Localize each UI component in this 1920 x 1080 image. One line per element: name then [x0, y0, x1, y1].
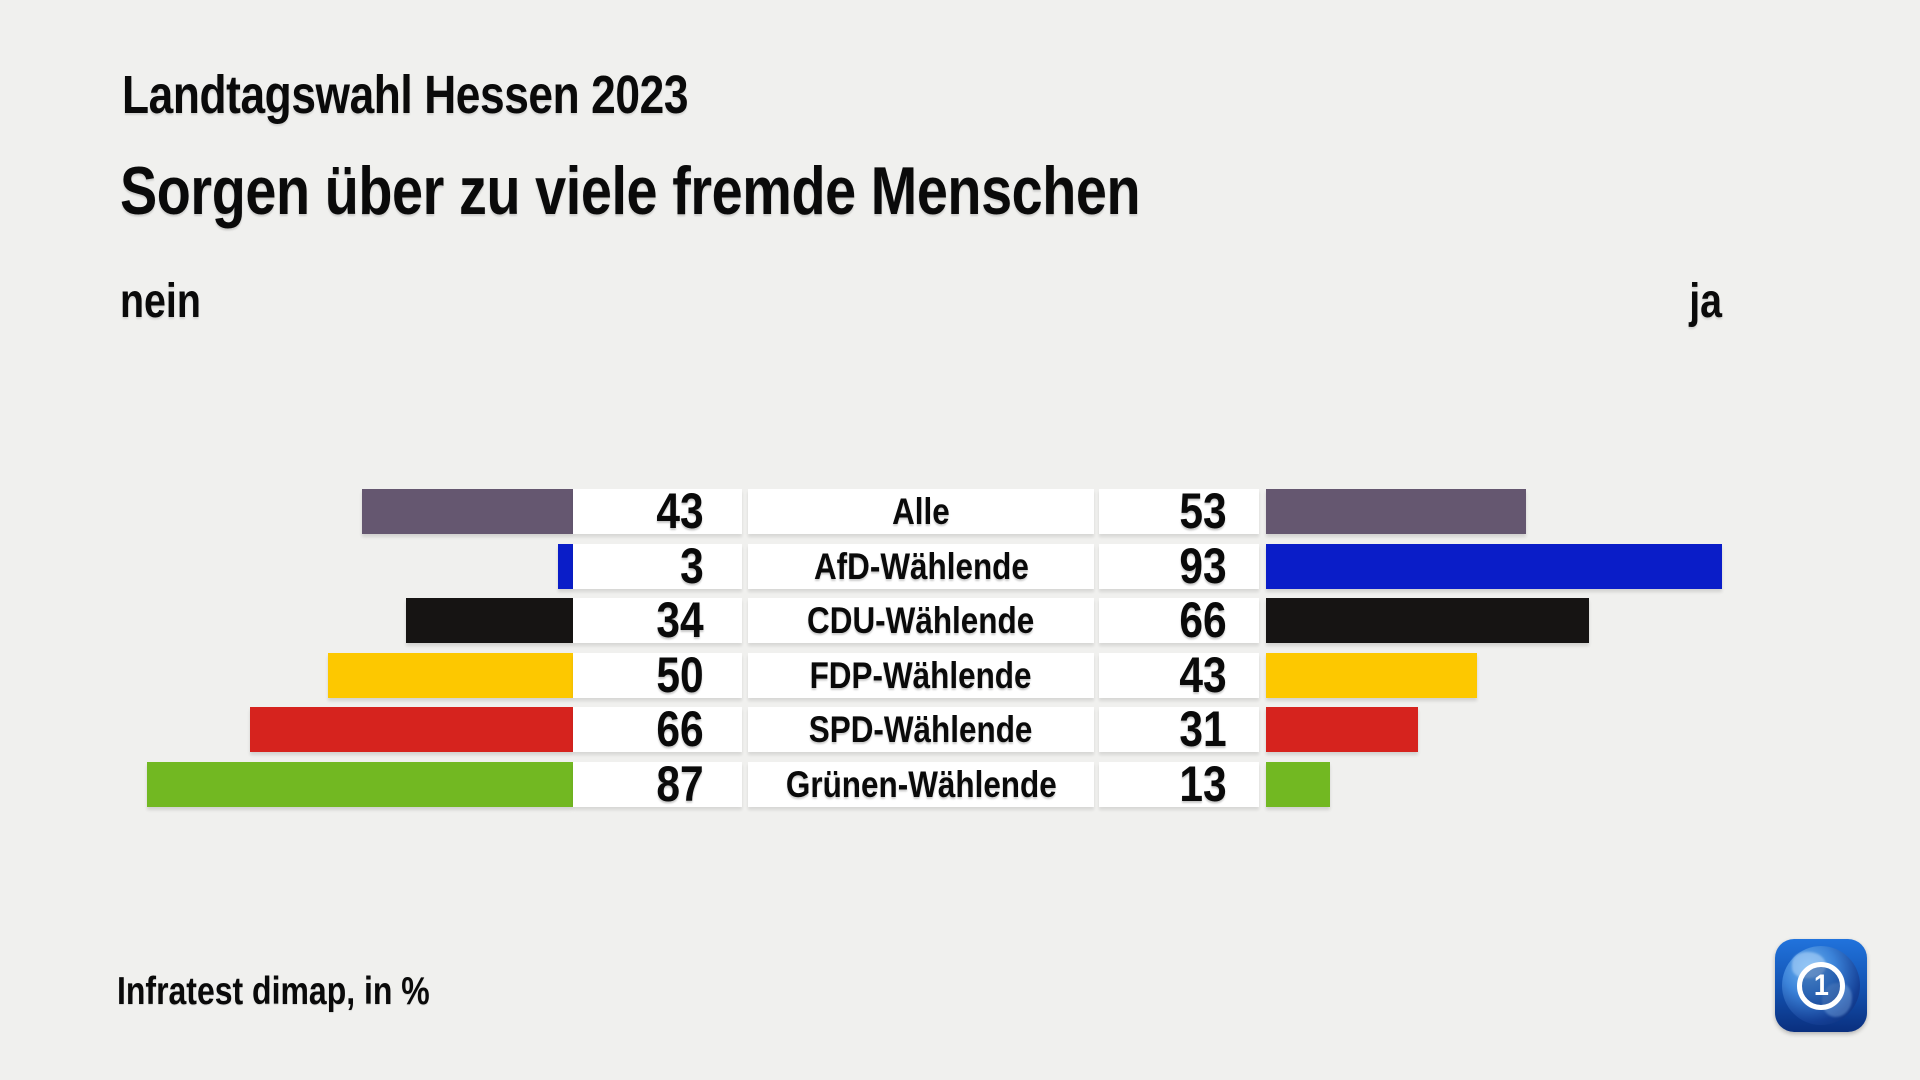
ard-tagesschau-logo: 1: [1775, 939, 1867, 1032]
value-box-ja: 93: [1099, 538, 1259, 594]
bar-ja: [1266, 598, 1589, 643]
category-label: SPD-Wählende: [809, 709, 1033, 750]
category-label: CDU-Wählende: [807, 600, 1035, 641]
value-box-ja: 13: [1099, 756, 1259, 812]
axis-label-ja: ja: [1682, 278, 1722, 326]
chart-row: 66 SPD-Wählende 31: [0, 701, 1920, 757]
value-box-nein: 3: [573, 538, 742, 594]
bar-nein: [250, 707, 573, 752]
value-nein: 87: [656, 756, 704, 812]
chart-row: 34 CDU-Wählende 66: [0, 592, 1920, 648]
value-box-nein: 50: [573, 647, 742, 703]
axis-label-ja-text: ja: [1689, 275, 1722, 328]
value-nein: 50: [656, 647, 704, 703]
value-nein: 3: [680, 538, 704, 594]
category-label-box: CDU-Wählende: [748, 598, 1094, 643]
bar-nein: [328, 653, 573, 698]
chart-row: 43 Alle 53: [0, 483, 1920, 539]
bar-ja: [1266, 653, 1477, 698]
chart-row: 50 FDP-Wählende 43: [0, 647, 1920, 703]
value-ja: 66: [1179, 592, 1227, 648]
value-ja: 13: [1179, 756, 1227, 812]
chart-subtitle: Landtagswahl Hessen 2023: [122, 68, 812, 122]
value-box-nein: 34: [573, 592, 742, 648]
value-ja: 31: [1179, 701, 1227, 757]
value-ja: 53: [1179, 483, 1227, 539]
category-label: Grünen-Wählende: [785, 764, 1057, 805]
category-label-box: FDP-Wählende: [748, 653, 1094, 698]
source-credit: Infratest dimap, in %: [117, 972, 498, 1011]
chart-title-text: Sorgen über zu viele fremde Menschen: [120, 153, 1141, 229]
category-label-box: SPD-Wählende: [748, 707, 1094, 752]
bar-nein: [558, 544, 573, 589]
value-box-ja: 31: [1099, 701, 1259, 757]
chart-row: 3 AfD-Wählende 93: [0, 538, 1920, 594]
value-nein: 66: [656, 701, 704, 757]
source-credit-text: Infratest dimap, in %: [117, 970, 430, 1013]
bar-nein: [406, 598, 573, 643]
axis-label-nein: nein: [120, 278, 219, 326]
axis-label-nein-text: nein: [120, 275, 201, 328]
value-box-ja: 66: [1099, 592, 1259, 648]
bar-ja: [1266, 707, 1418, 752]
value-box-nein: 66: [573, 701, 742, 757]
ard-one-digit: 1: [1813, 969, 1829, 1002]
category-label-box: Grünen-Wählende: [748, 762, 1094, 807]
chart-row: 87 Grünen-Wählende 13: [0, 756, 1920, 812]
value-box-ja: 53: [1099, 483, 1259, 539]
bar-ja: [1266, 762, 1330, 807]
category-label: Alle: [892, 491, 950, 532]
category-label-box: AfD-Wählende: [748, 544, 1094, 589]
ard-one-ring-icon: 1: [1797, 962, 1845, 1010]
value-box-nein: 43: [573, 483, 742, 539]
value-nein: 43: [656, 483, 704, 539]
value-box-nein: 87: [573, 756, 742, 812]
bar-ja: [1266, 544, 1722, 589]
value-nein: 34: [656, 592, 704, 648]
value-box-ja: 43: [1099, 647, 1259, 703]
category-label-box: Alle: [748, 489, 1094, 534]
chart-title: Sorgen über zu viele fremde Menschen: [120, 157, 1364, 225]
value-ja: 43: [1179, 647, 1227, 703]
bar-ja: [1266, 489, 1526, 534]
value-ja: 93: [1179, 538, 1227, 594]
category-label: FDP-Wählende: [810, 655, 1032, 696]
bar-nein: [362, 489, 573, 534]
category-label: AfD-Wählende: [813, 546, 1029, 587]
bar-nein: [147, 762, 573, 807]
chart-subtitle-text: Landtagswahl Hessen 2023: [122, 65, 689, 125]
